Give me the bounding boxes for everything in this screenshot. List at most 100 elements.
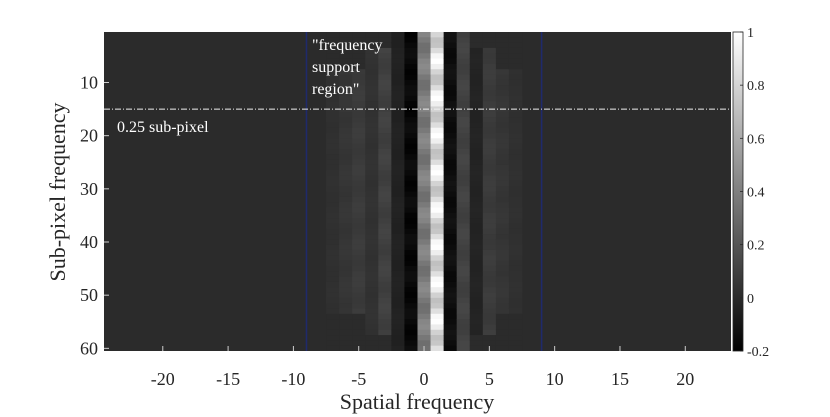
heatmap-cell (391, 170, 405, 176)
heatmap-cell (456, 218, 471, 224)
heatmap-cell (443, 58, 458, 65)
heatmap-cell (508, 186, 523, 192)
heatmap-cell (365, 297, 379, 304)
heatmap-cell (443, 249, 458, 256)
heatmap-cell (495, 191, 510, 198)
heatmap-cell (352, 170, 366, 176)
heatmap-cell (326, 249, 340, 256)
heatmap-cell (391, 180, 405, 187)
heatmap-cell (495, 95, 510, 102)
heatmap-cell (430, 117, 445, 123)
heatmap-cell (391, 85, 405, 91)
heatmap-cell (326, 340, 340, 347)
heatmap-cell (378, 287, 392, 293)
heatmap-cell (482, 159, 497, 166)
heatmap-cell (508, 127, 523, 134)
heatmap-cell (456, 329, 471, 336)
heatmap-cell (339, 255, 353, 262)
heatmap-cell (456, 186, 471, 192)
heatmap-cell (339, 122, 353, 129)
heatmap-cell (495, 239, 510, 246)
heatmap-cell (495, 260, 510, 267)
heatmap-cell (339, 335, 353, 341)
heatmap-cell (417, 127, 431, 134)
heatmap-cell (443, 53, 458, 59)
heatmap-cell (378, 164, 392, 171)
heatmap-cell (352, 42, 366, 49)
heatmap-cell (339, 164, 353, 171)
heatmap-cell (404, 234, 418, 240)
heatmap-cell (482, 138, 497, 145)
heatmap-cell (495, 244, 510, 251)
heatmap-cell (391, 292, 405, 299)
heatmap-cell (443, 191, 458, 198)
heatmap-cell (378, 122, 392, 129)
heatmap-cell (365, 308, 379, 315)
heatmap-cell (391, 32, 405, 38)
heatmap-cell (404, 117, 418, 123)
heatmap-cell (508, 37, 523, 44)
heatmap-cell (352, 159, 366, 166)
heatmap-cell (365, 340, 379, 347)
heatmap-cell (378, 297, 392, 304)
heatmap-cell (378, 228, 392, 235)
heatmap-cell (417, 133, 431, 139)
heatmap-cell (339, 170, 353, 176)
heatmap-cell (391, 249, 405, 256)
heatmap-cell (443, 239, 458, 246)
heatmap-cell (430, 69, 445, 75)
heatmap-cell (352, 239, 366, 246)
heatmap-cell (495, 37, 510, 44)
heatmap-cell (339, 228, 353, 235)
heatmap-cell (417, 276, 431, 283)
heatmap-cell (508, 42, 523, 49)
heatmap-cell (417, 234, 431, 240)
heatmap-cell (404, 223, 418, 230)
heatmap-cell (508, 234, 523, 240)
heatmap-cell (404, 329, 418, 336)
heatmap-cell (339, 239, 353, 246)
heatmap-cell (508, 340, 523, 347)
heatmap-cell (352, 74, 366, 81)
heatmap-cell (339, 85, 353, 91)
heatmap-cell (456, 276, 471, 283)
heatmap-cell (456, 303, 471, 309)
heatmap-cell (430, 271, 445, 277)
heatmap-cell (417, 37, 431, 44)
heatmap-cell (508, 265, 523, 272)
heatmap-cell (339, 138, 353, 145)
heatmap-cell (365, 79, 379, 86)
heatmap-cell (339, 106, 353, 113)
heatmap-cell (326, 265, 340, 272)
heatmap-cell (365, 42, 379, 49)
heatmap-cell (495, 303, 510, 309)
heatmap-cell (365, 207, 379, 214)
heatmap-cell (469, 223, 484, 230)
heatmap-cell (417, 148, 431, 155)
heatmap-cell (430, 313, 445, 320)
heatmap-cell (378, 58, 392, 65)
heatmap-cell (391, 276, 405, 283)
heatmap-cell (482, 186, 497, 192)
heatmap-cell (339, 292, 353, 299)
heatmap-cell (404, 319, 418, 325)
heatmap-cell (469, 324, 484, 331)
heatmap-cell (352, 287, 366, 293)
heatmap-cell (365, 196, 379, 203)
heatmap-cell (417, 138, 431, 145)
heatmap-cell (456, 265, 471, 272)
heatmap-cell (378, 186, 392, 192)
heatmap-cell (404, 313, 418, 320)
heatmap-cell (456, 212, 471, 219)
heatmap-cell (391, 122, 405, 129)
heatmap-cell (482, 37, 497, 44)
heatmap-cell (378, 255, 392, 262)
heatmap-cell (430, 37, 445, 44)
heatmap-cell (456, 58, 471, 65)
heatmap-cell (456, 74, 471, 81)
heatmap-cell (391, 79, 405, 86)
heatmap-cell (378, 170, 392, 176)
heatmap-cell (391, 133, 405, 139)
heatmap-cell (391, 297, 405, 304)
x-axis-ticks: -20 -15 -10 -5 0 5 10 15 20 (151, 346, 694, 389)
